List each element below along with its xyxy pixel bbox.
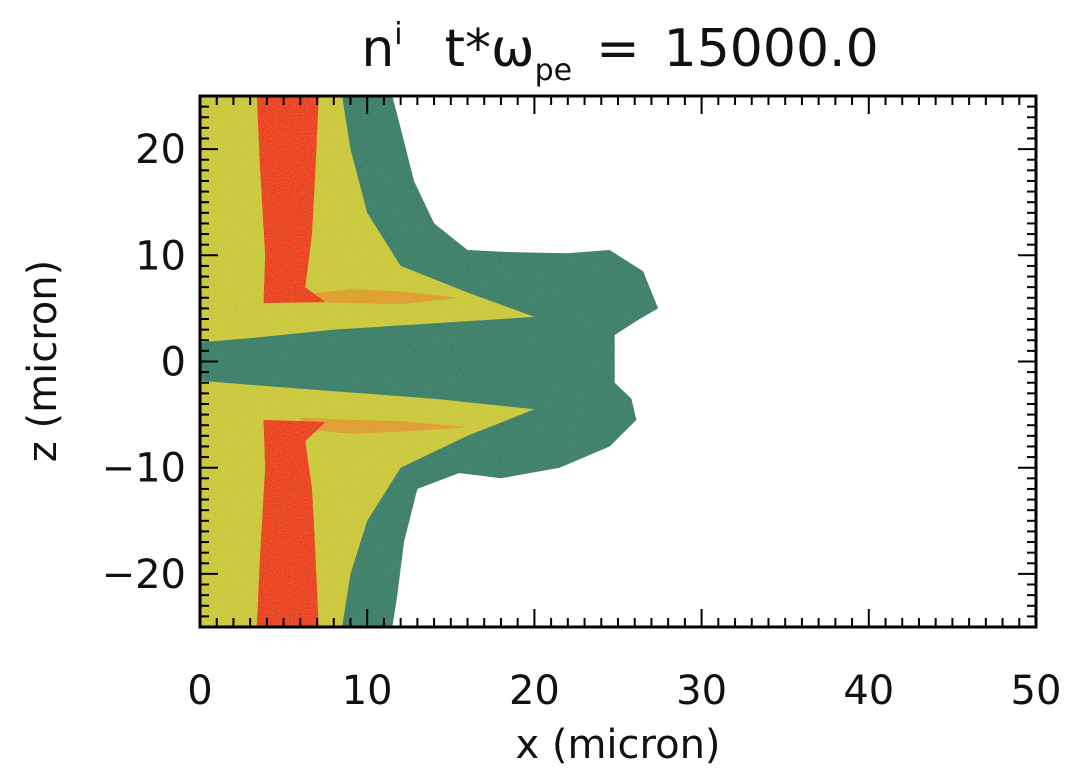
lower-density-column-region [256, 419, 326, 627]
lower-density-column-speckle [256, 419, 326, 627]
x-axis-label: x (micron) [515, 722, 720, 768]
title-equals: = [596, 19, 640, 79]
upper-filament-region [300, 289, 460, 305]
upper-filament-speckle [300, 289, 460, 305]
title-time-subscript: pe [535, 53, 573, 88]
x-tick-label: 10 [342, 668, 393, 714]
title-time-variable: t*ω [445, 19, 535, 79]
x-tick-label: 20 [509, 668, 560, 714]
density-regions [200, 96, 659, 627]
title-superscript: i [394, 17, 402, 52]
y-tick-label: 0 [161, 340, 186, 386]
y-tick-label: −20 [102, 552, 186, 598]
y-tick-label: 10 [135, 233, 186, 279]
y-tick-label: 20 [135, 127, 186, 173]
chart-title: ni t*ωpe = 15000.0 [361, 17, 878, 88]
y-axis-label: z (micron) [20, 260, 66, 462]
x-tick-label: 30 [676, 668, 727, 714]
x-tick-label: 40 [843, 668, 894, 714]
upper-density-column-region [256, 96, 326, 304]
lower-filament-region [300, 417, 468, 434]
x-tick-label: 50 [1011, 668, 1062, 714]
x-tick-label: 0 [187, 668, 212, 714]
x-tick-labels: 0 10 20 30 40 50 [187, 668, 1061, 714]
y-tick-labels: −20 −10 0 10 20 [102, 127, 186, 598]
y-tick-label: −10 [102, 446, 186, 492]
plot-area [200, 96, 659, 627]
title-symbol: n [361, 19, 394, 79]
upper-density-column-speckle [256, 96, 326, 304]
lower-filament-speckle [300, 417, 468, 434]
axis-ticks [199, 95, 1037, 628]
title-value: 15000.0 [664, 19, 879, 79]
